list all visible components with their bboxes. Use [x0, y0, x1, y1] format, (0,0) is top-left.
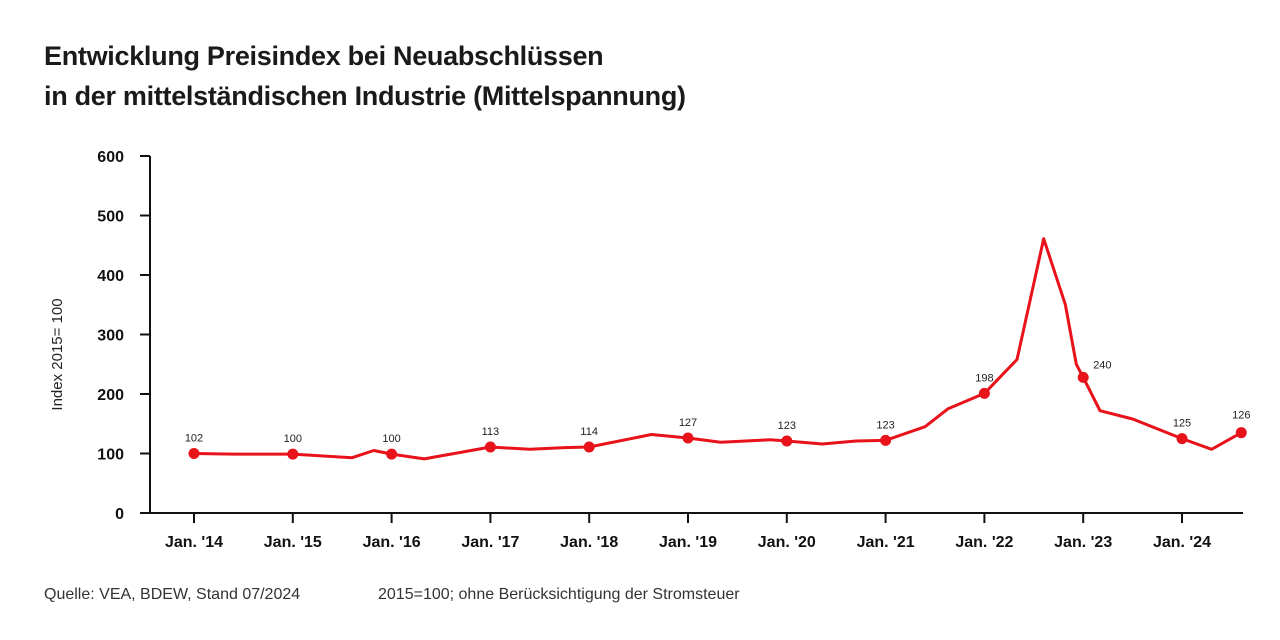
data-label: 123: [876, 419, 894, 431]
x-tick-label: Jan. '21: [857, 534, 915, 551]
index-note: 2015=100; ohne Berücksichtigung der Stro…: [378, 586, 740, 603]
data-point[interactable]: [188, 448, 200, 459]
data-label: 240: [1093, 359, 1111, 371]
source-note: Quelle: VEA, BDEW, Stand 07/2024: [44, 586, 301, 603]
data-point[interactable]: [1176, 433, 1188, 445]
y-tick-label: 100: [97, 447, 124, 464]
x-tick-label: Jan. '14: [165, 534, 223, 551]
y-tick-label: 300: [97, 328, 124, 345]
data-point[interactable]: [1077, 371, 1089, 383]
y-tick-label: 600: [97, 149, 124, 166]
y-axis-title: Index 2015= 100: [49, 298, 66, 410]
x-tick-label: Jan. '22: [955, 534, 1013, 551]
x-tick-label: Jan. '24: [1153, 534, 1211, 551]
data-label: 198: [975, 372, 993, 384]
data-point[interactable]: [682, 432, 694, 444]
y-tick-label: 200: [97, 387, 124, 404]
series-line: [193, 237, 1243, 461]
data-label: 125: [1173, 418, 1191, 430]
x-tick-label: Jan. '20: [758, 534, 816, 551]
data-label: 126: [1232, 410, 1250, 422]
y-tick-label: 0: [115, 506, 124, 523]
data-point[interactable]: [978, 387, 990, 399]
data-point[interactable]: [1235, 427, 1247, 439]
x-tick-label: Jan. '19: [659, 534, 717, 551]
data-label: 100: [284, 433, 302, 445]
data-label: 127: [679, 417, 697, 429]
x-tick-label: Jan. '16: [363, 534, 421, 551]
data-label: 102: [185, 433, 203, 445]
x-tick-label: Jan. '23: [1054, 534, 1112, 551]
y-tick-label: 500: [97, 209, 124, 226]
data-point[interactable]: [484, 441, 496, 453]
data-point[interactable]: [386, 448, 398, 460]
data-label: 123: [778, 420, 796, 432]
data-point[interactable]: [583, 441, 595, 453]
y-tick-label: 400: [97, 268, 124, 285]
chart-title: Entwicklung Preisindex bei Neuabschlüsse…: [44, 36, 944, 116]
data-label: 114: [580, 426, 598, 438]
chart-title-line-2: in der mittelständischen Industrie (Mitt…: [44, 81, 686, 111]
data-point[interactable]: [880, 434, 892, 446]
chart-title-line-1: Entwicklung Preisindex bei Neuabschlüsse…: [44, 41, 604, 71]
data-point[interactable]: [287, 448, 299, 460]
x-tick-label: Jan. '17: [461, 534, 519, 551]
data-label: 113: [482, 426, 500, 438]
data-label: 100: [382, 433, 400, 445]
data-point[interactable]: [781, 435, 793, 447]
x-tick-label: Jan. '18: [560, 534, 618, 551]
x-tick-label: Jan. '15: [264, 534, 322, 551]
